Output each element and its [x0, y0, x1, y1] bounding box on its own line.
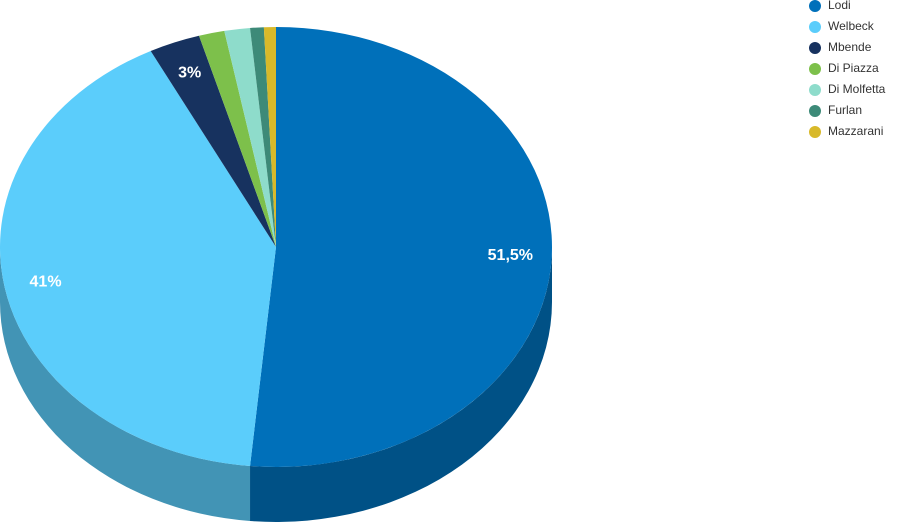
- legend-label: Welbeck: [828, 19, 875, 33]
- slice: [198, 30, 276, 247]
- legend-marker: [809, 105, 821, 117]
- legend-marker: [809, 63, 821, 75]
- legend-marker: [809, 21, 821, 33]
- slice: [0, 50, 276, 467]
- data-label: 3%: [178, 64, 201, 81]
- slice: [150, 35, 276, 248]
- legend-label: Furlan: [828, 103, 862, 117]
- slice: [224, 27, 276, 248]
- legend-marker: [809, 0, 821, 12]
- data-label: 51,5%: [488, 247, 533, 264]
- legend-label: Mbende: [828, 40, 872, 54]
- data-label: 41%: [30, 273, 62, 290]
- slice: [250, 27, 552, 467]
- slice: [250, 27, 276, 248]
- slice-side: [250, 247, 552, 522]
- legend-marker: [809, 84, 821, 96]
- slice: [263, 27, 276, 247]
- legend-label: Lodi: [828, 0, 851, 12]
- slice-side: [0, 247, 251, 522]
- legend-label: Mazzarani: [828, 124, 883, 138]
- legend-label: Di Molfetta: [828, 82, 886, 96]
- legend-marker: [809, 42, 821, 54]
- legend-label: Di Piazza: [828, 61, 879, 75]
- legend-marker: [809, 126, 821, 138]
